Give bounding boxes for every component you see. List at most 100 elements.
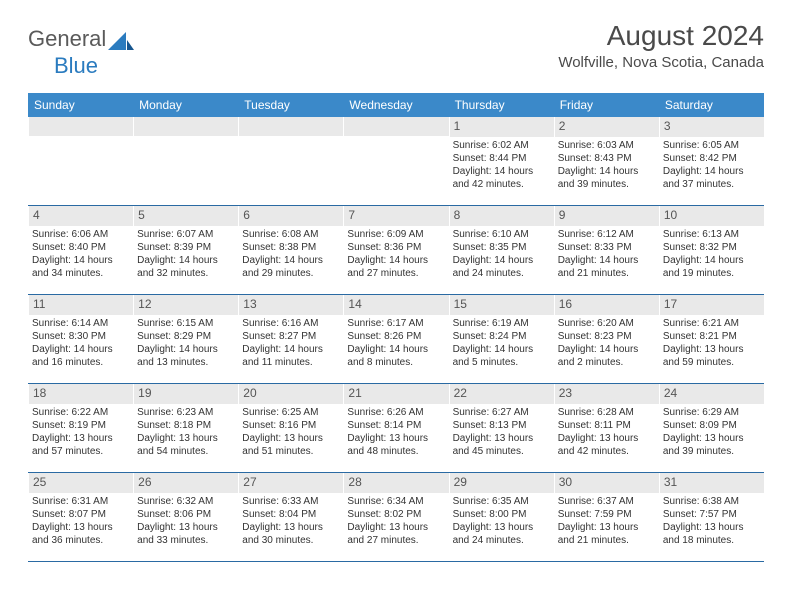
sunset-text: Sunset: 8:24 PM bbox=[453, 330, 550, 343]
day-number: 20 bbox=[238, 384, 343, 404]
title-block: August 2024 Wolfville, Nova Scotia, Cana… bbox=[558, 20, 764, 71]
day-number: 17 bbox=[659, 295, 764, 315]
day-number: 22 bbox=[449, 384, 554, 404]
day-cell: 29Sunrise: 6:35 AMSunset: 8:00 PMDayligh… bbox=[449, 473, 554, 561]
sunset-text: Sunset: 8:07 PM bbox=[32, 508, 129, 521]
daylight-text: Daylight: 14 hours and 32 minutes. bbox=[137, 254, 234, 280]
daylight-text: Daylight: 13 hours and 24 minutes. bbox=[453, 521, 550, 547]
daylight-text: Daylight: 13 hours and 51 minutes. bbox=[242, 432, 339, 458]
weekday-sun: Sunday bbox=[28, 93, 133, 117]
day-cell: 10Sunrise: 6:13 AMSunset: 8:32 PMDayligh… bbox=[659, 206, 764, 294]
sunset-text: Sunset: 8:19 PM bbox=[32, 419, 129, 432]
daylight-text: Daylight: 14 hours and 27 minutes. bbox=[347, 254, 444, 280]
sunrise-text: Sunrise: 6:23 AM bbox=[137, 406, 234, 419]
sunrise-text: Sunrise: 6:28 AM bbox=[558, 406, 655, 419]
day-details: Sunrise: 6:16 AMSunset: 8:27 PMDaylight:… bbox=[238, 317, 343, 369]
day-cell: 5Sunrise: 6:07 AMSunset: 8:39 PMDaylight… bbox=[133, 206, 238, 294]
daylight-text: Daylight: 13 hours and 27 minutes. bbox=[347, 521, 444, 547]
day-cell: 1Sunrise: 6:02 AMSunset: 8:44 PMDaylight… bbox=[449, 117, 554, 205]
day-number: 26 bbox=[133, 473, 238, 493]
day-cell: 12Sunrise: 6:15 AMSunset: 8:29 PMDayligh… bbox=[133, 295, 238, 383]
day-cell: 19Sunrise: 6:23 AMSunset: 8:18 PMDayligh… bbox=[133, 384, 238, 472]
sunrise-text: Sunrise: 6:12 AM bbox=[558, 228, 655, 241]
sunrise-text: Sunrise: 6:27 AM bbox=[453, 406, 550, 419]
sunset-text: Sunset: 7:59 PM bbox=[558, 508, 655, 521]
sunrise-text: Sunrise: 6:38 AM bbox=[663, 495, 760, 508]
daylight-text: Daylight: 13 hours and 59 minutes. bbox=[663, 343, 760, 369]
calendar-grid: Sunday Monday Tuesday Wednesday Thursday… bbox=[28, 93, 764, 562]
sunrise-text: Sunrise: 6:26 AM bbox=[347, 406, 444, 419]
day-details: Sunrise: 6:25 AMSunset: 8:16 PMDaylight:… bbox=[238, 406, 343, 458]
day-number: 31 bbox=[659, 473, 764, 493]
day-cell: 3Sunrise: 6:05 AMSunset: 8:42 PMDaylight… bbox=[659, 117, 764, 205]
day-number: 16 bbox=[554, 295, 659, 315]
weekday-mon: Monday bbox=[133, 93, 238, 117]
day-number: 7 bbox=[343, 206, 448, 226]
weekday-thu: Thursday bbox=[449, 93, 554, 117]
sunset-text: Sunset: 8:02 PM bbox=[347, 508, 444, 521]
day-details: Sunrise: 6:35 AMSunset: 8:00 PMDaylight:… bbox=[449, 495, 554, 547]
day-cell: 2Sunrise: 6:03 AMSunset: 8:43 PMDaylight… bbox=[554, 117, 659, 205]
sunset-text: Sunset: 8:11 PM bbox=[558, 419, 655, 432]
day-details: Sunrise: 6:02 AMSunset: 8:44 PMDaylight:… bbox=[449, 139, 554, 191]
day-cell: 27Sunrise: 6:33 AMSunset: 8:04 PMDayligh… bbox=[238, 473, 343, 561]
daylight-text: Daylight: 13 hours and 48 minutes. bbox=[347, 432, 444, 458]
day-number bbox=[133, 117, 238, 136]
daylight-text: Daylight: 14 hours and 11 minutes. bbox=[242, 343, 339, 369]
day-number: 5 bbox=[133, 206, 238, 226]
day-details: Sunrise: 6:09 AMSunset: 8:36 PMDaylight:… bbox=[343, 228, 448, 280]
sunrise-text: Sunrise: 6:22 AM bbox=[32, 406, 129, 419]
day-details: Sunrise: 6:26 AMSunset: 8:14 PMDaylight:… bbox=[343, 406, 448, 458]
daylight-text: Daylight: 14 hours and 2 minutes. bbox=[558, 343, 655, 369]
sunset-text: Sunset: 8:04 PM bbox=[242, 508, 339, 521]
day-details: Sunrise: 6:17 AMSunset: 8:26 PMDaylight:… bbox=[343, 317, 448, 369]
calendar-page: General August 2024 Wolfville, Nova Scot… bbox=[0, 0, 792, 572]
sunrise-text: Sunrise: 6:05 AM bbox=[663, 139, 760, 152]
sunset-text: Sunset: 8:32 PM bbox=[663, 241, 760, 254]
day-number: 15 bbox=[449, 295, 554, 315]
logo-text-1: General bbox=[28, 26, 106, 52]
month-title: August 2024 bbox=[558, 20, 764, 52]
weekday-sat: Saturday bbox=[659, 93, 764, 117]
daylight-text: Daylight: 14 hours and 37 minutes. bbox=[663, 165, 760, 191]
daylight-text: Daylight: 14 hours and 16 minutes. bbox=[32, 343, 129, 369]
day-details: Sunrise: 6:37 AMSunset: 7:59 PMDaylight:… bbox=[554, 495, 659, 547]
weekday-wed: Wednesday bbox=[343, 93, 448, 117]
day-details: Sunrise: 6:29 AMSunset: 8:09 PMDaylight:… bbox=[659, 406, 764, 458]
day-details: Sunrise: 6:15 AMSunset: 8:29 PMDaylight:… bbox=[133, 317, 238, 369]
day-cell: 20Sunrise: 6:25 AMSunset: 8:16 PMDayligh… bbox=[238, 384, 343, 472]
sunrise-text: Sunrise: 6:25 AM bbox=[242, 406, 339, 419]
day-cell bbox=[238, 117, 343, 205]
sunset-text: Sunset: 8:16 PM bbox=[242, 419, 339, 432]
day-cell: 30Sunrise: 6:37 AMSunset: 7:59 PMDayligh… bbox=[554, 473, 659, 561]
sunrise-text: Sunrise: 6:07 AM bbox=[137, 228, 234, 241]
week-row: 18Sunrise: 6:22 AMSunset: 8:19 PMDayligh… bbox=[28, 384, 764, 473]
daylight-text: Daylight: 14 hours and 21 minutes. bbox=[558, 254, 655, 280]
day-number: 9 bbox=[554, 206, 659, 226]
day-cell bbox=[343, 117, 448, 205]
sunrise-text: Sunrise: 6:03 AM bbox=[558, 139, 655, 152]
day-number: 27 bbox=[238, 473, 343, 493]
day-details: Sunrise: 6:13 AMSunset: 8:32 PMDaylight:… bbox=[659, 228, 764, 280]
sunrise-text: Sunrise: 6:10 AM bbox=[453, 228, 550, 241]
weekday-header-row: Sunday Monday Tuesday Wednesday Thursday… bbox=[28, 93, 764, 117]
day-cell bbox=[28, 117, 133, 205]
day-cell: 9 Sunrise: 6:12 AMSunset: 8:33 PMDaylight… bbox=[554, 206, 659, 294]
day-details: Sunrise: 6:07 AMSunset: 8:39 PMDaylight:… bbox=[133, 228, 238, 280]
week-row: 11Sunrise: 6:14 AMSunset: 8:30 PMDayligh… bbox=[28, 295, 764, 384]
day-cell: 6Sunrise: 6:08 AMSunset: 8:38 PMDaylight… bbox=[238, 206, 343, 294]
day-number: 1 bbox=[449, 117, 554, 137]
day-cell: 23Sunrise: 6:28 AMSunset: 8:11 PMDayligh… bbox=[554, 384, 659, 472]
daylight-text: Daylight: 14 hours and 42 minutes. bbox=[453, 165, 550, 191]
sunset-text: Sunset: 8:33 PM bbox=[558, 241, 655, 254]
day-details: Sunrise: 6:27 AMSunset: 8:13 PMDaylight:… bbox=[449, 406, 554, 458]
sunset-text: Sunset: 8:26 PM bbox=[347, 330, 444, 343]
sunset-text: Sunset: 8:09 PM bbox=[663, 419, 760, 432]
day-cell: 22Sunrise: 6:27 AMSunset: 8:13 PMDayligh… bbox=[449, 384, 554, 472]
sunset-text: Sunset: 8:29 PM bbox=[137, 330, 234, 343]
week-row: 1Sunrise: 6:02 AMSunset: 8:44 PMDaylight… bbox=[28, 117, 764, 206]
day-number: 14 bbox=[343, 295, 448, 315]
sunset-text: Sunset: 8:39 PM bbox=[137, 241, 234, 254]
sunrise-text: Sunrise: 6:35 AM bbox=[453, 495, 550, 508]
sunrise-text: Sunrise: 6:13 AM bbox=[663, 228, 760, 241]
